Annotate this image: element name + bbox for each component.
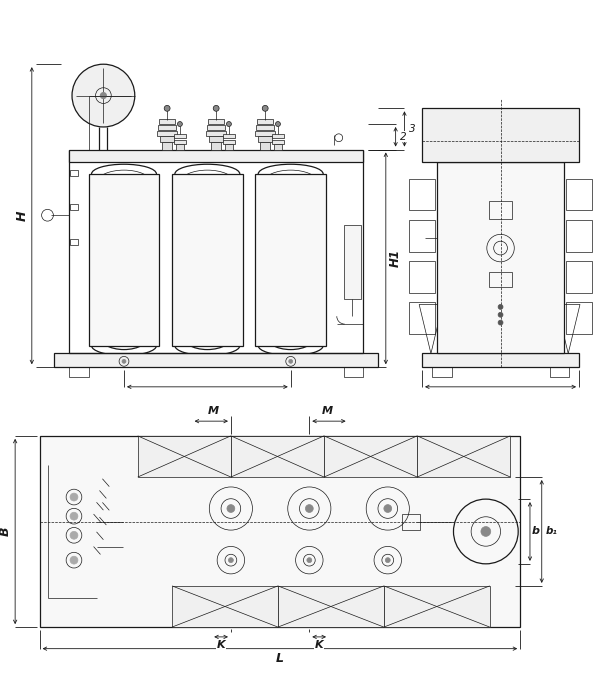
Text: 2: 2 — [400, 132, 407, 142]
Bar — [172, 174, 242, 346]
Text: B: B — [0, 527, 12, 536]
Circle shape — [227, 505, 235, 512]
Circle shape — [226, 122, 232, 127]
Text: H1: H1 — [389, 250, 402, 267]
Bar — [324, 436, 417, 477]
Circle shape — [70, 493, 78, 501]
Bar — [344, 225, 361, 299]
Circle shape — [289, 359, 293, 363]
Circle shape — [72, 64, 135, 127]
Bar — [566, 261, 592, 293]
Bar — [260, 142, 270, 149]
Bar — [272, 140, 284, 143]
Circle shape — [305, 505, 313, 512]
Text: K: K — [315, 640, 323, 649]
Bar — [89, 174, 159, 346]
Circle shape — [262, 106, 268, 111]
Bar — [257, 119, 273, 124]
Bar — [70, 205, 78, 211]
Circle shape — [70, 532, 78, 539]
Bar — [70, 170, 78, 176]
Circle shape — [164, 106, 170, 111]
Circle shape — [384, 505, 392, 512]
Circle shape — [100, 93, 106, 98]
Bar — [274, 143, 282, 149]
Bar — [70, 239, 78, 245]
Bar — [174, 134, 186, 138]
Bar — [208, 119, 224, 124]
Text: 3: 3 — [409, 124, 416, 134]
Bar — [69, 367, 89, 377]
Text: b₁: b₁ — [545, 526, 557, 536]
Bar — [550, 367, 569, 377]
Circle shape — [275, 122, 280, 127]
Bar — [409, 302, 435, 334]
Bar — [566, 220, 592, 252]
Bar — [256, 125, 274, 130]
Circle shape — [498, 320, 503, 325]
Bar — [138, 436, 231, 477]
Bar — [223, 140, 235, 143]
Bar — [211, 142, 221, 149]
Bar — [159, 119, 175, 124]
Bar — [256, 131, 275, 136]
Bar — [384, 586, 490, 627]
Circle shape — [70, 556, 78, 564]
Text: M: M — [208, 406, 219, 417]
Circle shape — [122, 359, 126, 363]
Circle shape — [229, 558, 233, 563]
Bar — [432, 367, 452, 377]
Bar — [409, 179, 435, 211]
Bar — [55, 353, 378, 367]
Bar — [231, 436, 324, 477]
Bar — [272, 134, 284, 138]
Bar — [160, 136, 174, 142]
Bar — [409, 220, 435, 252]
Bar — [174, 140, 186, 143]
Bar — [422, 353, 579, 367]
Circle shape — [307, 558, 312, 563]
Bar — [206, 131, 226, 136]
Bar — [172, 586, 278, 627]
Bar — [566, 179, 592, 211]
Bar — [403, 514, 420, 530]
Circle shape — [70, 512, 78, 520]
Bar — [158, 125, 176, 130]
Circle shape — [498, 304, 503, 310]
Bar — [259, 136, 272, 142]
Bar — [566, 302, 592, 334]
Bar — [69, 149, 363, 162]
Text: b: b — [532, 526, 540, 536]
Circle shape — [498, 312, 503, 317]
Bar — [278, 586, 384, 627]
Text: M: M — [322, 406, 332, 417]
Bar — [344, 367, 363, 377]
Bar — [223, 134, 235, 138]
Bar — [157, 131, 177, 136]
Bar — [176, 143, 184, 149]
Circle shape — [213, 106, 219, 111]
Bar — [409, 261, 435, 293]
Circle shape — [385, 558, 390, 563]
Bar — [162, 142, 172, 149]
Bar — [489, 272, 512, 287]
Bar — [437, 162, 564, 353]
Bar — [422, 108, 579, 162]
Bar — [208, 125, 225, 130]
Bar — [225, 143, 233, 149]
Bar — [256, 174, 326, 346]
Bar — [40, 436, 520, 627]
Bar — [489, 201, 512, 219]
Text: K: K — [217, 640, 226, 649]
Circle shape — [481, 526, 491, 536]
Bar — [209, 136, 223, 142]
Text: H: H — [16, 211, 29, 221]
Text: L: L — [276, 652, 284, 665]
Circle shape — [178, 122, 182, 127]
Bar — [417, 436, 511, 477]
